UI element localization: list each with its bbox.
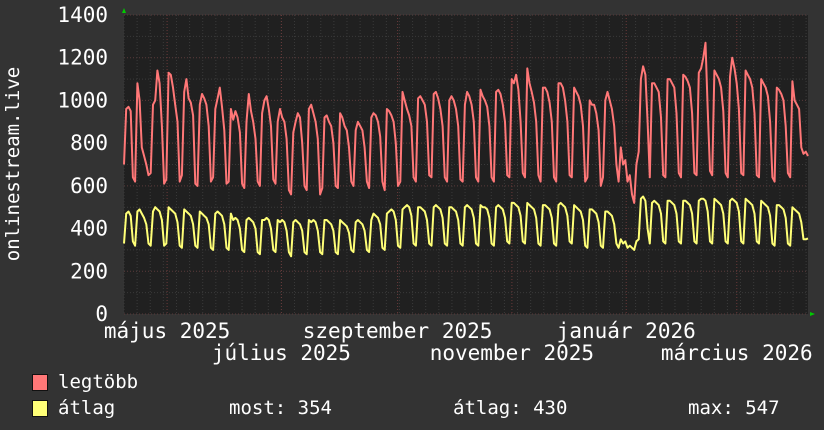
x-axis-arrow-icon [810, 312, 815, 316]
x-tick-label: január 2026 [557, 319, 696, 343]
legend-swatch-max [32, 374, 48, 391]
stat-max: max: 547 [688, 397, 780, 419]
y-tick-label: 200 [70, 259, 108, 283]
stat-current: most: 354 [229, 397, 332, 419]
y-axis-ticks: 0 200 400 600 800 1000 1200 1400 [57, 3, 108, 326]
series-line-max [123, 41, 809, 204]
y-tick-label: 1200 [57, 46, 108, 70]
x-tick-label: május 2025 [104, 319, 230, 343]
x-tick-label: november 2025 [430, 341, 594, 365]
stat-average: átlag: 430 [453, 397, 568, 419]
y-axis-title: onlinestream.live [2, 67, 24, 261]
y-axis-arrow-icon [122, 8, 126, 13]
series-lines [123, 41, 809, 258]
x-tick-label: szeptember 2025 [303, 319, 493, 343]
y-tick-label: 1400 [57, 3, 108, 27]
legend-swatch-average [32, 400, 48, 417]
y-tick-label: 400 [70, 217, 108, 241]
x-tick-label: március 2026 [661, 341, 813, 365]
x-tick-label: július 2025 [212, 341, 351, 365]
y-tick-label: 800 [70, 131, 108, 155]
legend-label-average: átlag [58, 397, 116, 419]
y-tick-label: 0 [95, 302, 108, 326]
y-tick-label: 1000 [57, 88, 108, 112]
series-line-average [123, 195, 809, 258]
y-tick-label: 600 [70, 174, 108, 198]
legend-label-max: legtöbb [58, 371, 139, 393]
line-chart: 0 200 400 600 800 1000 1200 1400 május 2025júli… [2, 3, 815, 365]
